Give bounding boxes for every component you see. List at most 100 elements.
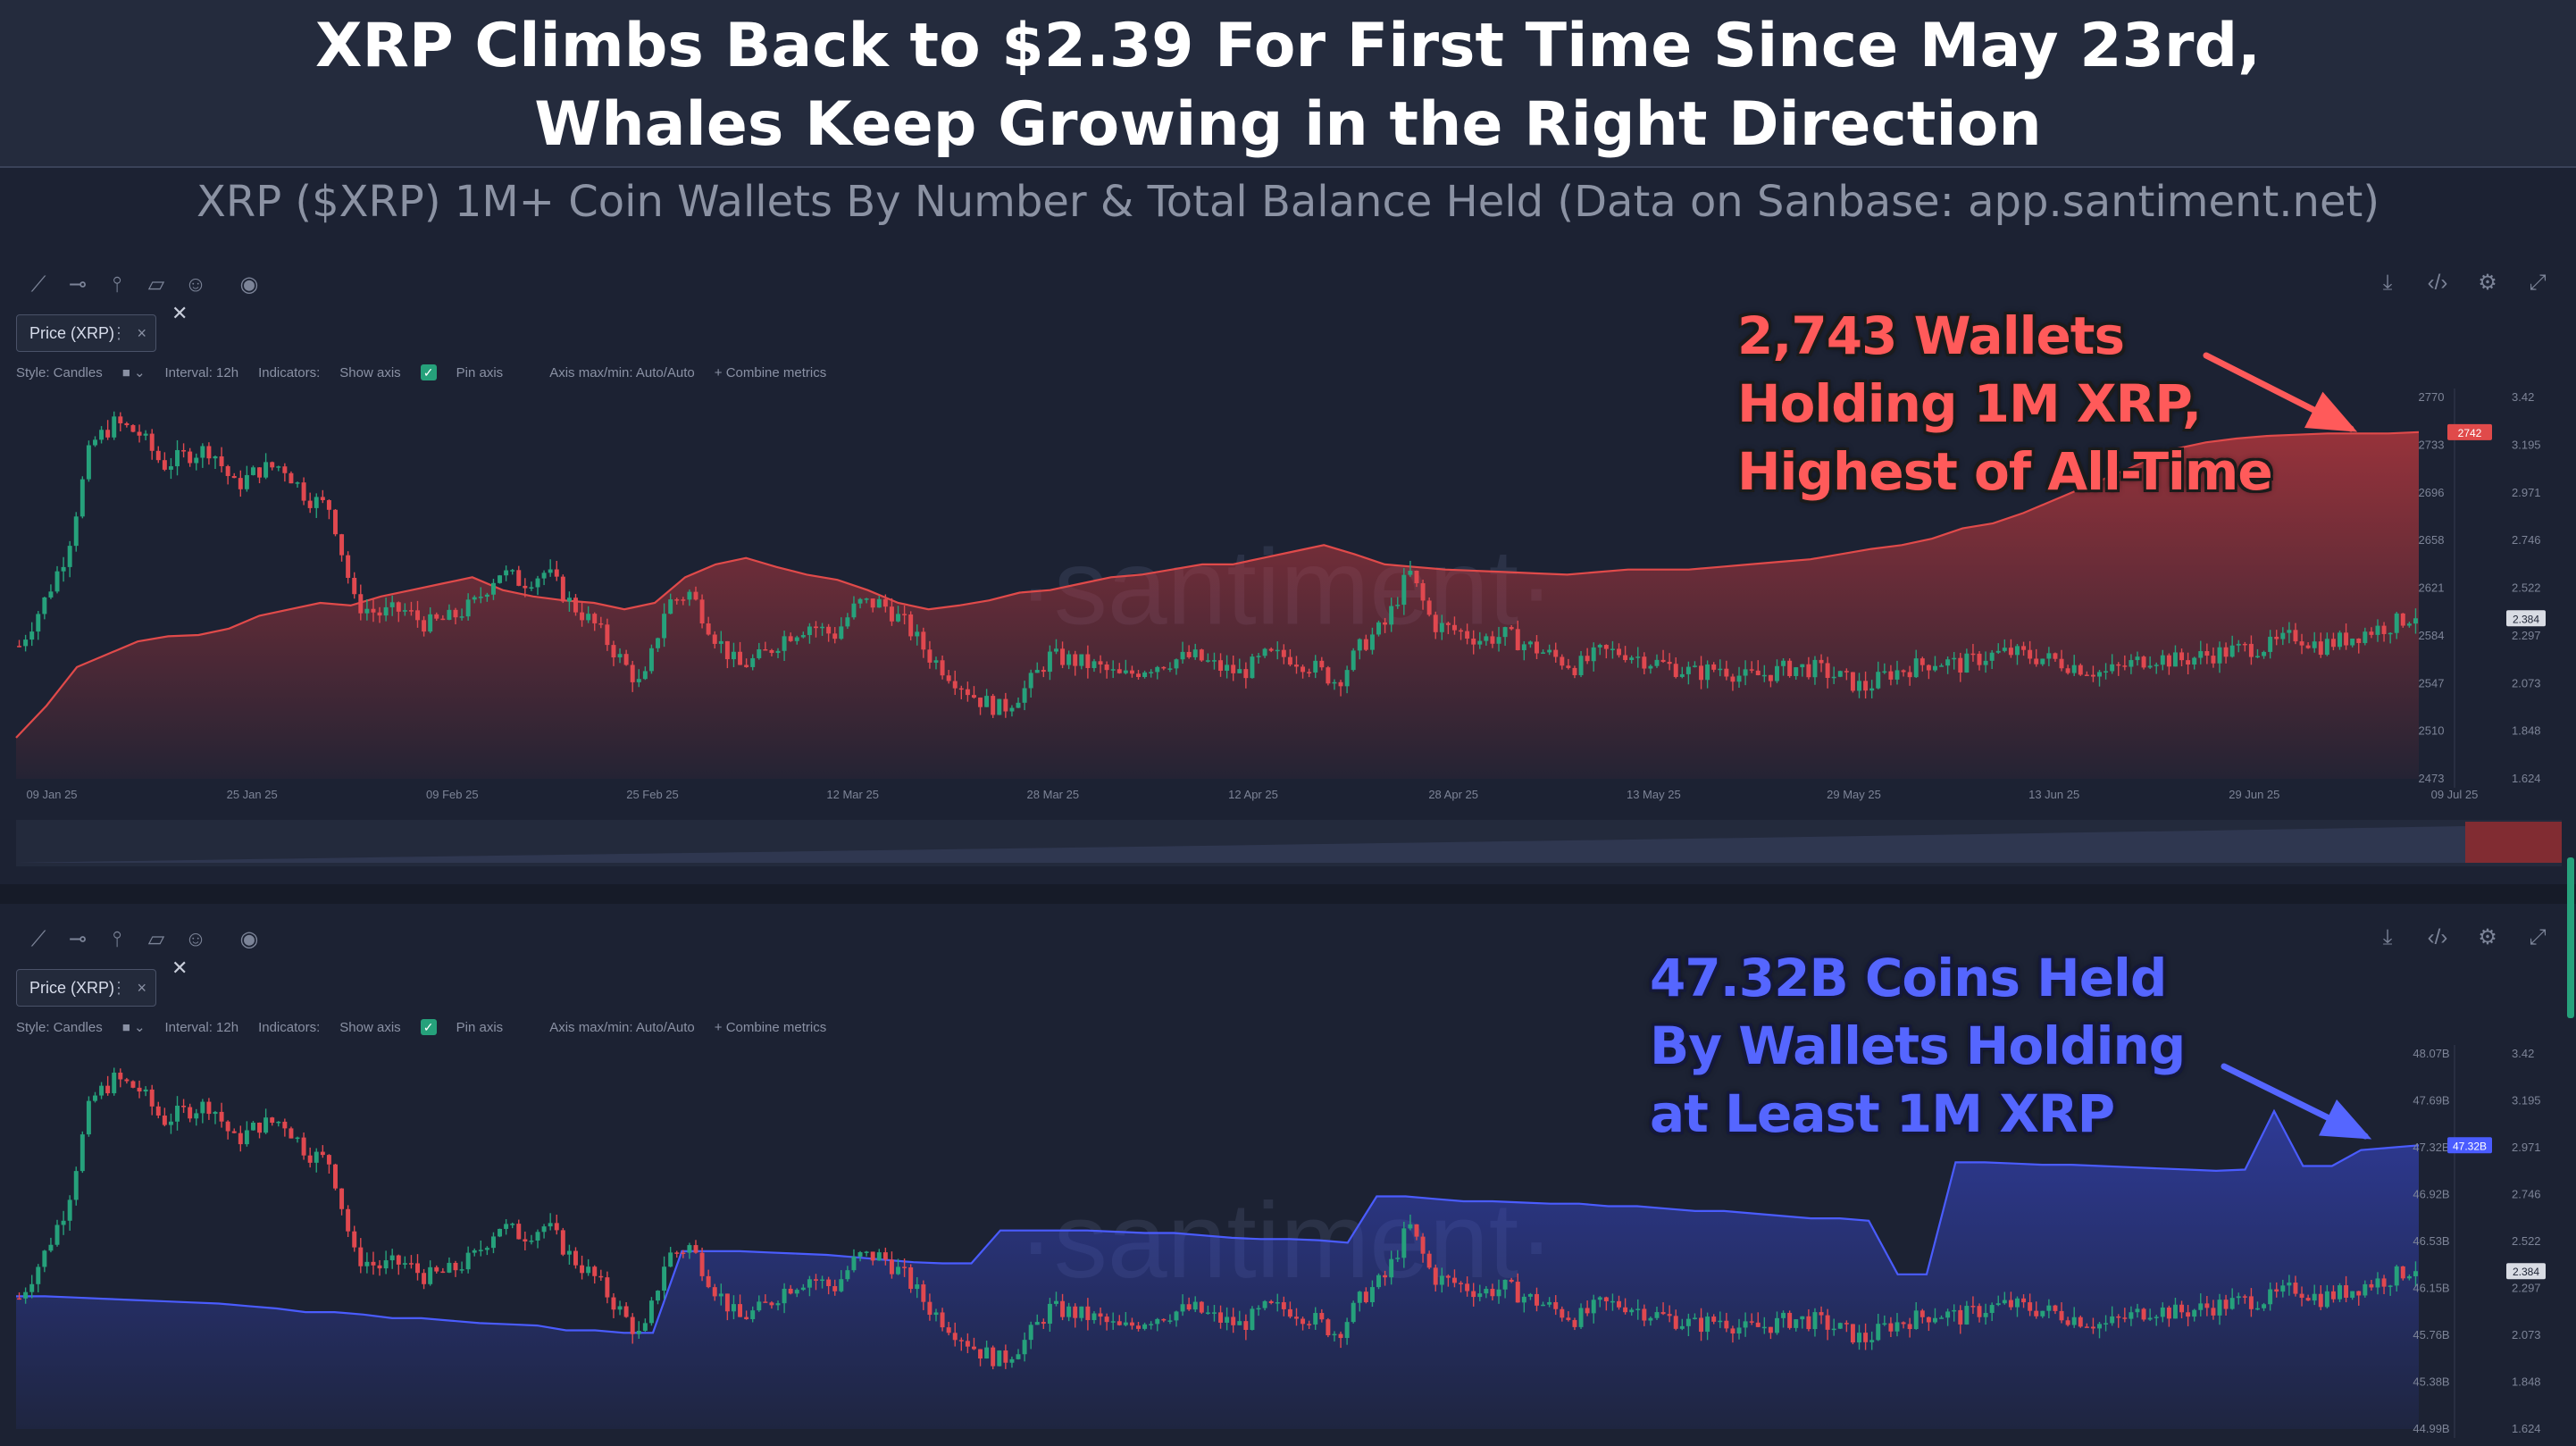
- chip-menu-icon[interactable]: ⋮: [111, 979, 128, 997]
- settings-icon[interactable]: ⚙: [2478, 271, 2497, 295]
- top-candle: [2305, 645, 2311, 648]
- download-icon[interactable]: ⤓: [2382, 925, 2393, 949]
- bot-candle: [2229, 1298, 2235, 1309]
- metric-chip-price[interactable]: Price (XRP) ⋮ ×: [16, 969, 157, 1007]
- draw-line-icon[interactable]: ⟋: [30, 927, 46, 951]
- top-candle: [2375, 625, 2380, 635]
- combine-metrics-button[interactable]: + Combine metrics: [714, 364, 827, 380]
- bot-candle: [48, 1244, 54, 1251]
- show-axis-checkbox[interactable]: ✓: [420, 364, 437, 380]
- bot-candle: [1724, 1320, 1729, 1329]
- top-candle: [1205, 660, 1210, 662]
- bot-candle: [1521, 1296, 1526, 1303]
- bot-candle: [1066, 1306, 1072, 1317]
- top-candle: [352, 577, 357, 595]
- panel-close-icon[interactable]: ✕: [171, 957, 188, 979]
- top-candle: [1307, 672, 1312, 673]
- top-candle: [674, 599, 680, 601]
- bot-candle: [1705, 1316, 1710, 1333]
- fullscreen-icon[interactable]: ⤢: [2529, 271, 2547, 295]
- top-candle: [1736, 675, 1742, 682]
- top-candle: [137, 431, 142, 436]
- bot-price-last-badge: [2506, 1263, 2546, 1280]
- color-select[interactable]: ■ ⌄: [121, 365, 146, 380]
- top-candle: [2147, 665, 2153, 668]
- panel-close-icon[interactable]: ✕: [171, 302, 188, 324]
- bot-candle: [1685, 1318, 1691, 1326]
- embed-icon[interactable]: ‹/›: [2427, 925, 2448, 949]
- pin-axis-toggle[interactable]: Pin axis: [456, 1019, 504, 1035]
- top-candle: [820, 626, 825, 629]
- bot-candle: [870, 1251, 875, 1261]
- vertical-line-icon[interactable]: ⫯: [112, 927, 122, 951]
- top-candle: [149, 433, 155, 451]
- indicators-select[interactable]: Indicators:: [258, 364, 321, 380]
- horizontal-line-icon[interactable]: ⊸: [68, 927, 88, 951]
- top-candle: [1142, 672, 1148, 678]
- axis-maxmin-select[interactable]: Axis max/min: Auto/Auto: [549, 364, 695, 380]
- bot-candle: [1699, 1317, 1704, 1333]
- emoji-icon[interactable]: ☺: [184, 272, 207, 297]
- bot-candle: [1926, 1316, 1931, 1323]
- bot-candle: [1016, 1354, 1021, 1359]
- top-candle: [1718, 668, 1723, 671]
- emoji-icon[interactable]: ☺: [184, 927, 207, 951]
- bot-candle: [402, 1263, 407, 1265]
- top-x-tick: 29 Jun 25: [2229, 788, 2279, 801]
- embed-icon[interactable]: ‹/›: [2427, 271, 2448, 295]
- interval-select[interactable]: Interval: 12h: [164, 364, 239, 380]
- interval-select[interactable]: Interval: 12h: [164, 1019, 239, 1035]
- show-axis-checkbox[interactable]: ✓: [420, 1019, 437, 1035]
- top-candle: [2141, 656, 2146, 668]
- settings-icon[interactable]: ⚙: [2478, 925, 2497, 949]
- style-select[interactable]: Style: Candles: [16, 1019, 103, 1035]
- bot-candle: [1913, 1310, 1919, 1330]
- top-candle: [162, 460, 167, 470]
- top-candle: [194, 457, 199, 464]
- bot-candle: [1142, 1324, 1148, 1329]
- pin-axis-toggle[interactable]: Pin axis: [456, 364, 504, 380]
- top-candle: [1515, 629, 1520, 650]
- top-candle: [504, 570, 509, 576]
- vertical-line-icon[interactable]: ⫯: [112, 272, 122, 297]
- bot-candle: [1338, 1333, 1343, 1339]
- horizontal-line-icon[interactable]: ⊸: [68, 272, 88, 297]
- combine-metrics-button[interactable]: + Combine metrics: [714, 1019, 827, 1035]
- indicators-select[interactable]: Indicators:: [258, 1019, 321, 1035]
- note-icon[interactable]: ▱: [147, 927, 165, 951]
- bot-candle: [2129, 1312, 2134, 1319]
- bot-candle: [2400, 1266, 2405, 1279]
- top-candle: [2002, 648, 2007, 651]
- top-candle: [1768, 674, 1773, 681]
- fullscreen-icon[interactable]: ⤢: [2529, 925, 2547, 949]
- top-candle: [1660, 659, 1666, 663]
- chip-menu-icon[interactable]: ⋮: [111, 324, 128, 342]
- axis-maxmin-select[interactable]: Axis max/min: Auto/Auto: [549, 1019, 695, 1035]
- top-candle: [244, 474, 249, 489]
- bot-candle: [1648, 1317, 1653, 1321]
- chip-close-icon[interactable]: ×: [137, 324, 147, 342]
- bot-candle: [699, 1252, 705, 1276]
- top-options-bar: Style: Candles ■ ⌄ Interval: 12h Indicat…: [16, 364, 826, 380]
- draw-line-icon[interactable]: ⟋: [30, 272, 46, 297]
- bot-candle: [504, 1224, 509, 1229]
- bot-candle: [105, 1085, 111, 1094]
- note-icon[interactable]: ▱: [147, 272, 165, 297]
- bot-candle: [17, 1298, 22, 1300]
- bot-candle: [1692, 1317, 1697, 1319]
- style-select[interactable]: Style: Candles: [16, 364, 103, 380]
- download-icon[interactable]: ⤓: [2382, 271, 2393, 295]
- bot-candle: [1225, 1316, 1230, 1323]
- chip-close-icon[interactable]: ×: [137, 979, 147, 997]
- top-candle: [2211, 656, 2216, 664]
- color-select[interactable]: ■ ⌄: [121, 1020, 146, 1035]
- bot-candle: [889, 1259, 894, 1275]
- eye-icon[interactable]: ◉: [239, 272, 259, 297]
- bot-candle: [2122, 1317, 2128, 1319]
- metric-chip-price[interactable]: Price (XRP) ⋮ ×: [16, 314, 157, 352]
- bot-candle: [1585, 1308, 1590, 1314]
- top-candle: [1894, 670, 1900, 680]
- eye-icon[interactable]: ◉: [239, 927, 259, 951]
- bot-candle: [2394, 1266, 2399, 1286]
